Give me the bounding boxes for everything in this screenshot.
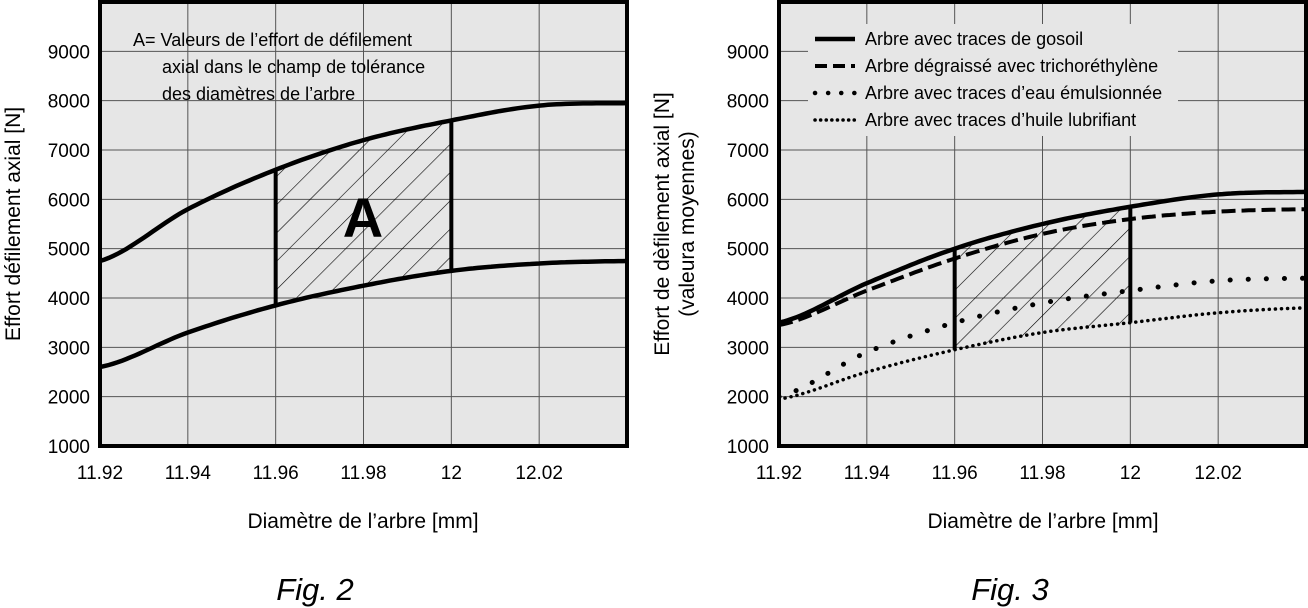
y-axis-label-fig3-line1: Effort de dèfilement axial [N] [651, 92, 674, 355]
x-tick-label: 11.98 [340, 463, 386, 484]
x-tick-label: 12 [441, 463, 462, 484]
x-tick-label: 11.98 [1019, 463, 1065, 484]
region-label-a: A [343, 186, 383, 249]
y-tick-label: 7000 [48, 141, 90, 162]
x-tick-label: 12.02 [515, 463, 563, 484]
y-tick-label: 2000 [727, 388, 769, 409]
hatched-area [275, 120, 452, 306]
y-tick-label: 7000 [727, 141, 769, 162]
y-tick-label: 1000 [48, 437, 90, 458]
legend-entry-3: Arbre avec traces d’eau émulsionnée [865, 83, 1162, 103]
x-axis-label-fig3: Diamètre de l’arbre [mm] [927, 510, 1158, 533]
annotation-line-3: des diamètres de l’arbre [162, 84, 355, 104]
series-group-fig3 [779, 189, 1306, 401]
y-tick-label: 3000 [48, 338, 90, 359]
y-tick-label: 4000 [48, 289, 90, 310]
legend-fig3: Arbre avec traces de gosoil Arbre dégrai… [808, 24, 1178, 136]
x-tick-label: 11.92 [756, 463, 802, 484]
x-tick-label: 11.96 [932, 463, 978, 484]
x-tick-labels-fig2: 11.92 11.94 11.96 11.98 12 12.02 [77, 463, 563, 484]
series-line-2 [100, 258, 627, 370]
x-tick-label: 12 [1120, 463, 1141, 484]
y-tick-labels-fig2: 1000 2000 3000 4000 5000 6000 7000 8000 9000 [48, 42, 90, 458]
x-tick-label: 11.94 [165, 463, 212, 484]
y-tick-labels-fig3: 1000 2000 3000 4000 5000 6000 7000 8000 9000 [727, 42, 769, 458]
x-tick-label: 11.96 [253, 463, 299, 484]
legend-entry-4: Arbre avec traces d’huile lubrifiant [865, 110, 1136, 130]
y-tick-label: 6000 [727, 190, 769, 211]
legend-entry-1: Arbre avec traces de gosoil [865, 29, 1083, 49]
y-tick-label: 8000 [48, 92, 90, 113]
y-tick-label: 5000 [727, 240, 769, 261]
plot-frame-fig2 [98, 0, 629, 448]
y-tick-label: 5000 [48, 240, 90, 261]
y-tick-label: 2000 [48, 388, 90, 409]
y-axis-label-fig2: Effort défilement axial [N] [2, 107, 25, 341]
annotation-line-2: axial dans le champ de tolérance [162, 57, 425, 77]
y-tick-label: 3000 [727, 338, 769, 359]
chart-fig2: 1000 2000 3000 4000 5000 6000 7000 8000 9000 11.… [2, 0, 629, 607]
x-tick-label: 11.94 [844, 463, 891, 484]
x-tick-labels-fig3: 11.92 11.94 11.96 11.98 12 12.02 [756, 463, 1242, 484]
y-tick-label: 4000 [727, 289, 769, 310]
plot-frame-fig3 [777, 0, 1308, 448]
region-boundaries-fig2 [273, 120, 454, 306]
figure-caption-fig2: Fig. 2 [276, 572, 354, 607]
x-axis-label-fig2: Diamètre de l’arbre [mm] [247, 510, 478, 533]
series-group-fig2 [100, 100, 627, 370]
x-tick-label: 11.92 [77, 463, 123, 484]
series-line-1 [779, 189, 1306, 325]
hatched-region-a [275, 120, 452, 306]
annotation-line-1: A= Valeurs de l’effort de défilement [133, 30, 412, 50]
legend-entry-2: Arbre dégraissé avec trichoréthylène [865, 56, 1158, 76]
legend-background [808, 24, 1178, 136]
x-tick-label: 12.02 [1194, 463, 1242, 484]
y-tick-label: 9000 [727, 42, 769, 63]
y-axis-label-fig3-line2: (valeura moyennes) [676, 131, 699, 317]
series-line-1 [100, 100, 627, 264]
y-tick-label: 8000 [727, 92, 769, 113]
region-boundaries-fig3 [952, 206, 1133, 350]
chart-fig3: 1000 2000 3000 4000 5000 6000 7000 8000 9000 11.… [651, 0, 1308, 607]
series-line-4 [779, 306, 1306, 401]
y-tick-label: 1000 [727, 437, 769, 458]
y-tick-label: 9000 [48, 42, 90, 63]
figure-caption-fig3: Fig. 3 [971, 572, 1049, 607]
y-tick-label: 6000 [48, 190, 90, 211]
